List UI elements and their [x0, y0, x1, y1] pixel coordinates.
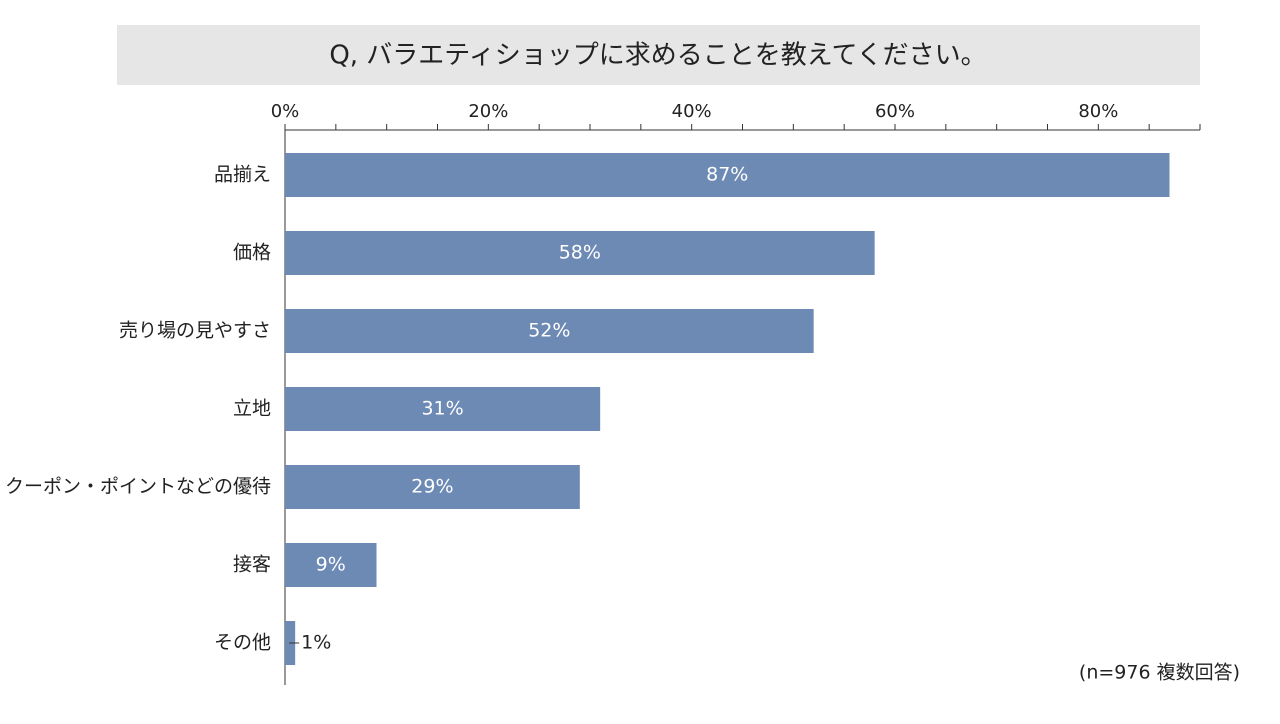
value-label: 87% — [706, 164, 748, 186]
y-tick-label: 価格 — [233, 242, 271, 264]
value-label: 58% — [559, 242, 601, 264]
bar — [285, 465, 580, 509]
bar — [285, 231, 875, 275]
title-box — [117, 25, 1200, 85]
y-tick-label: 売り場の見やすさ — [119, 320, 271, 342]
note: (n=976 複数回答) — [1079, 662, 1240, 684]
chart-title: Q, バラエティショップに求めることを教えてください。 — [329, 41, 986, 71]
bar — [285, 309, 814, 353]
value-label: 29% — [411, 476, 453, 498]
bar — [285, 543, 377, 587]
y-tick-label: その他 — [214, 632, 271, 654]
bar — [285, 153, 1170, 197]
value-label: 52% — [528, 320, 570, 342]
bar — [285, 387, 601, 431]
value-label: 1% — [301, 632, 331, 654]
value-label: 31% — [421, 398, 463, 420]
value-label: 9% — [316, 554, 346, 576]
x-tick-label: 80% — [1078, 101, 1118, 122]
y-tick-label: クーポン・ポイントなどの優待 — [5, 476, 271, 498]
x-tick-label: 20% — [468, 101, 508, 122]
x-tick-label: 0% — [271, 101, 300, 122]
y-tick-label: 接客 — [233, 554, 271, 576]
y-tick-label: 立地 — [233, 398, 271, 420]
y-tick-label: 品揃え — [214, 164, 271, 186]
x-tick-label: 60% — [875, 101, 915, 122]
x-tick-label: 40% — [672, 101, 712, 122]
